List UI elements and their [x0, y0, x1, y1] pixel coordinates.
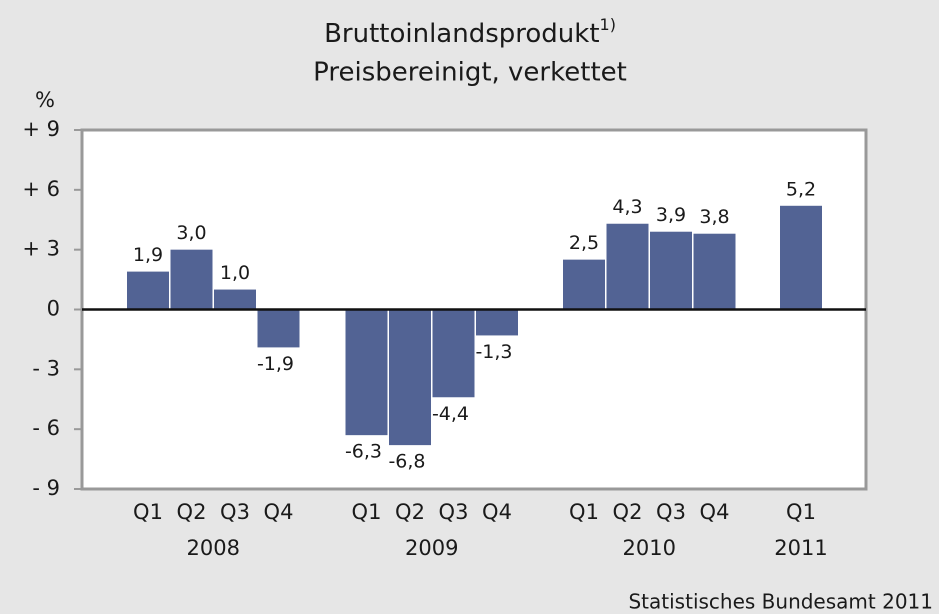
x-tick-label: Q3 [439, 500, 469, 524]
chart-subtitle: Preisbereinigt, verkettet [313, 58, 627, 88]
x-tick-label: Q1 [569, 500, 599, 524]
bar [345, 309, 388, 436]
bar [432, 309, 475, 398]
y-tick-label: + 6 [22, 177, 60, 201]
value-label: 3,8 [699, 206, 729, 228]
x-tick-label: Q3 [220, 500, 250, 524]
bar [257, 309, 300, 348]
value-label: 3,0 [176, 222, 206, 244]
bar [606, 223, 649, 310]
y-tick-label: - 9 [32, 476, 60, 500]
value-label: -6,3 [345, 441, 382, 463]
bar [214, 289, 256, 310]
value-label: 4,3 [612, 196, 642, 218]
bar [780, 205, 822, 310]
x-tick-label: Q4 [700, 500, 730, 524]
x-tick-label: Q2 [177, 500, 207, 524]
bar [650, 231, 692, 310]
x-tick-label: Q1 [352, 500, 382, 524]
x-tick-label: Q1 [133, 500, 163, 524]
group-label: 2009 [405, 536, 458, 560]
group-label: 2010 [623, 536, 676, 560]
x-tick-label: Q2 [613, 500, 643, 524]
value-label: -1,9 [257, 353, 294, 375]
value-label: 1,0 [220, 262, 250, 284]
x-tick-label: Q3 [656, 500, 686, 524]
title-note: 1) [600, 15, 616, 34]
x-tick-label: Q1 [786, 500, 816, 524]
source: Statistisches Bundesamt 2011 [628, 590, 933, 614]
value-label: 1,9 [133, 244, 163, 266]
y-axis-label: % [35, 88, 55, 112]
bar [693, 233, 736, 310]
y-tick-label: - 3 [32, 356, 60, 380]
value-label: 2,5 [569, 232, 599, 254]
x-tick-label: Q2 [395, 500, 425, 524]
y-tick-label: + 3 [22, 237, 60, 261]
value-label: -1,3 [475, 341, 512, 363]
value-label: 3,9 [656, 204, 686, 226]
group-label: 2008 [187, 536, 240, 560]
value-label: -4,4 [432, 403, 469, 425]
value-label: -6,8 [388, 451, 425, 473]
group-label: 2011 [774, 536, 827, 560]
value-label: 5,2 [786, 178, 816, 200]
chart-title: Bruttoinlandsprodukt1) [324, 15, 616, 49]
bar [476, 309, 518, 336]
bar [389, 309, 431, 446]
y-tick-label: 0 [47, 297, 60, 321]
bar [563, 259, 605, 310]
bar [127, 271, 169, 310]
x-tick-label: Q4 [264, 500, 294, 524]
bar [170, 249, 213, 310]
title-text: Bruttoinlandsprodukt [324, 19, 599, 49]
y-tick-label: + 9 [22, 117, 60, 141]
x-tick-label: Q4 [482, 500, 512, 524]
y-tick-label: - 6 [32, 416, 60, 440]
